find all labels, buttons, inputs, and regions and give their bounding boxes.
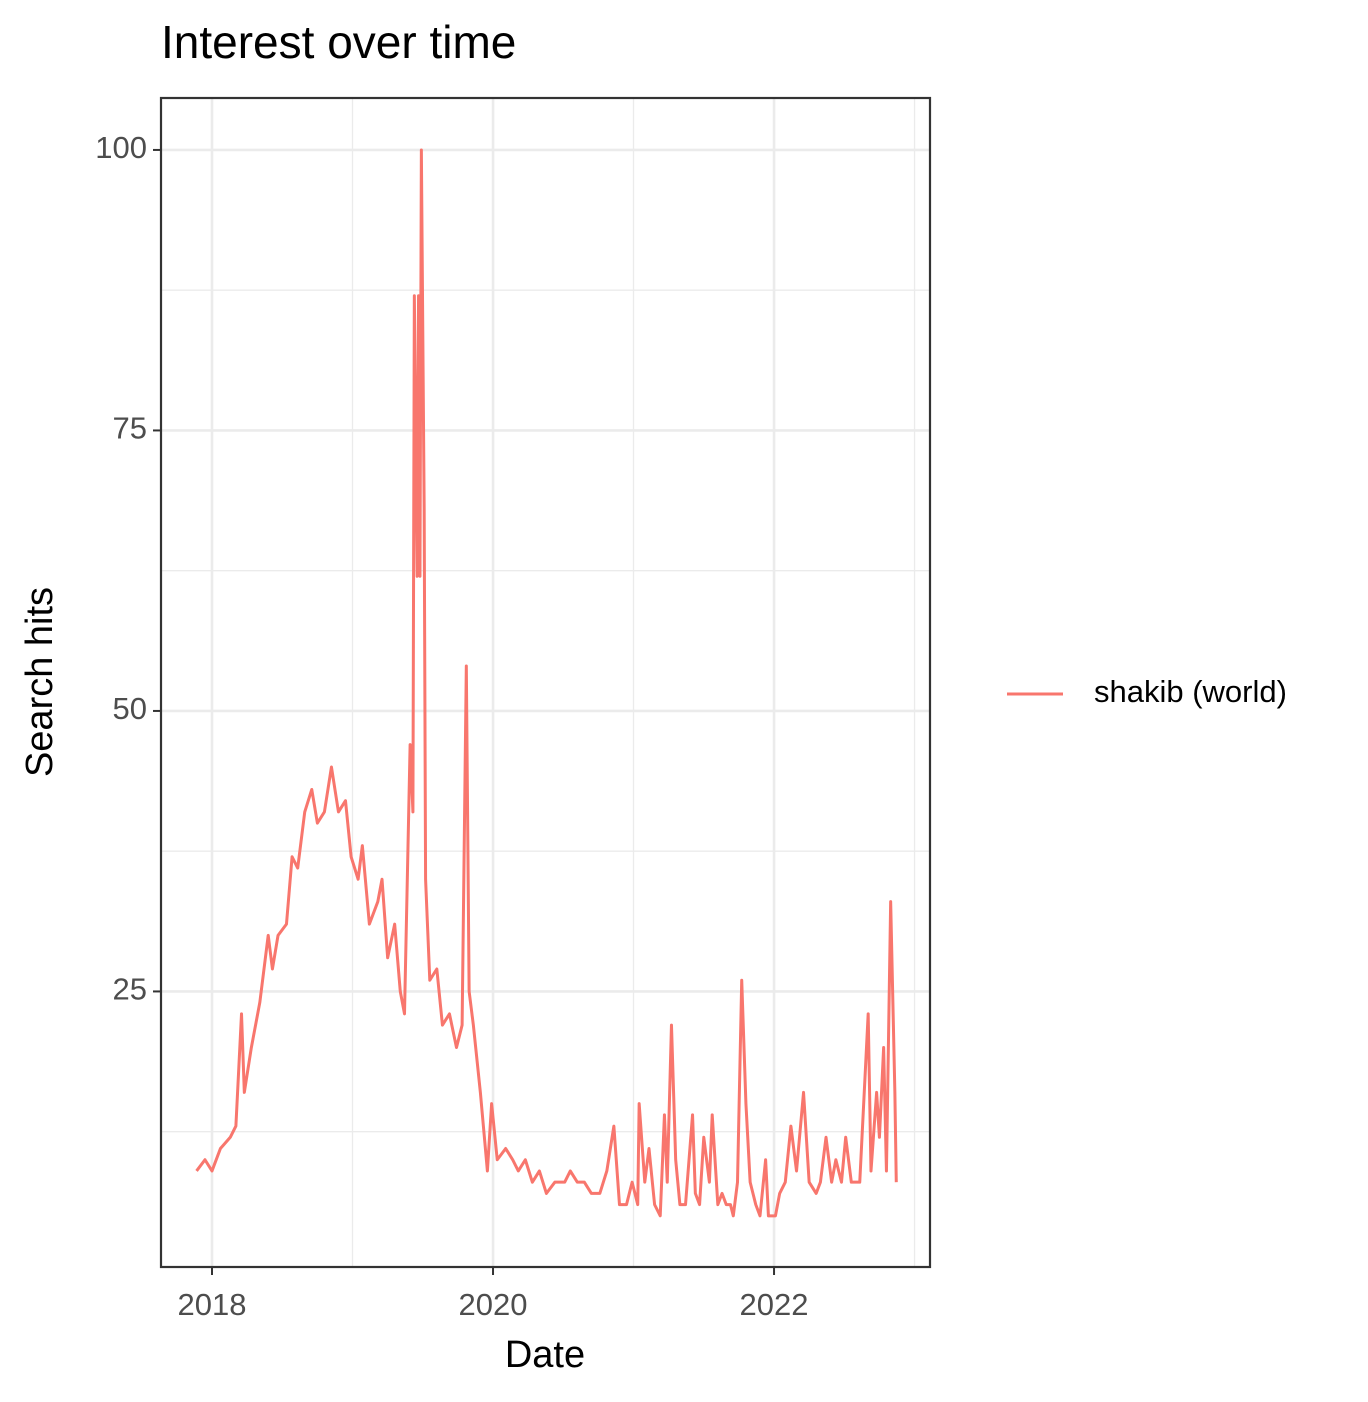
x-tick-label: 2022 — [740, 1287, 809, 1322]
x-axis-title: Date — [505, 1334, 585, 1376]
x-tick-label: 2018 — [178, 1287, 247, 1322]
y-axis-title: Search hits — [19, 587, 61, 777]
y-tick-label: 25 — [113, 972, 147, 1007]
line — [195, 148, 898, 1218]
y-tick-label: 75 — [113, 411, 147, 446]
legend-label: shakib (world) — [1094, 674, 1287, 709]
chart-title: Interest over time — [161, 16, 516, 68]
plot-border — [159, 96, 932, 1269]
x-tick-label: 2020 — [459, 1287, 528, 1322]
y-tick-label: 100 — [95, 130, 147, 165]
y-tick-label: 50 — [113, 691, 147, 726]
